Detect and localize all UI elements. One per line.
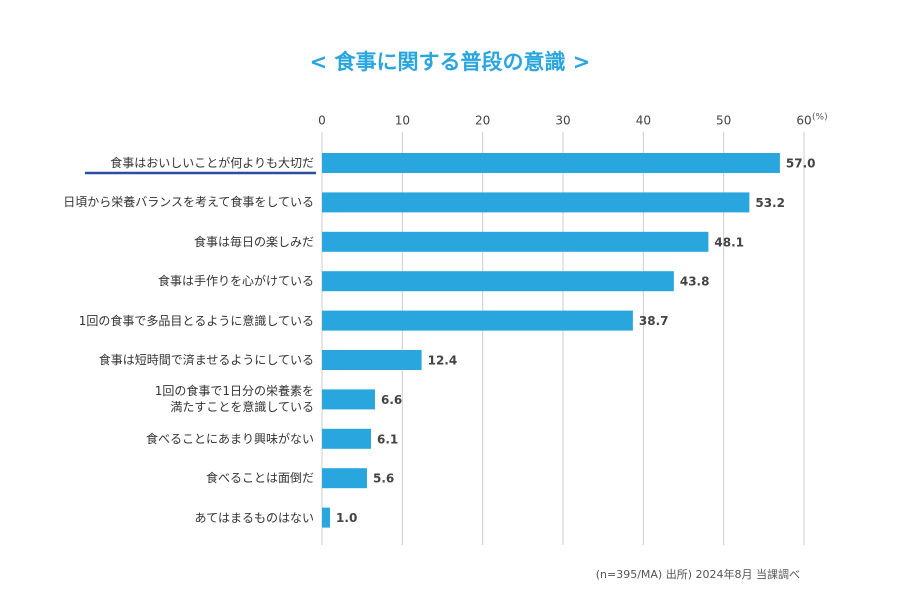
category-label: 食事は毎日の楽しみだ: [193, 234, 314, 249]
category-label: 食事は短時間で済ませるようにしている: [98, 353, 314, 367]
bar: [322, 310, 633, 331]
bar: [322, 350, 422, 370]
category-label: 食事は手作りを心がけている: [157, 274, 314, 289]
x-tick-label: 40: [636, 114, 651, 128]
x-tick-label: 10: [395, 114, 410, 128]
x-tick-label: 50: [716, 114, 731, 128]
value-label: 48.1: [714, 235, 744, 249]
x-tick-label: 60: [796, 114, 811, 128]
value-label: 5.6: [373, 472, 394, 486]
category-label: 食べることにあまり興味がない: [145, 431, 314, 446]
chart-title: < 食事に関する普段の意識 >: [310, 50, 591, 74]
category-label: 1回の食事で1日分の栄養素を 満たすことを意識している: [154, 384, 314, 415]
category-label: 食べることは面倒だ: [205, 471, 314, 486]
value-label: 6.6: [381, 393, 402, 407]
category-label: 食事はおいしいことが何よりも大切だ: [110, 156, 314, 170]
value-label: 53.2: [755, 196, 785, 210]
bar: [322, 507, 331, 528]
value-label: 43.8: [680, 275, 710, 289]
category-label: あてはまるものはない: [194, 510, 314, 525]
x-tick-label: 30: [555, 114, 570, 128]
value-label: 38.7: [639, 314, 669, 328]
category-label: 日頃から栄養バランスを考えて食事をしている: [63, 195, 314, 210]
category-label: 1回の食事で多品目とるように意識している: [78, 313, 314, 328]
bar: [322, 192, 750, 213]
bar: [322, 271, 674, 292]
bar: [322, 468, 367, 489]
bar: [322, 231, 709, 252]
unit-label: (%): [812, 113, 828, 123]
value-label: 6.1: [377, 432, 398, 446]
value-label: 12.4: [428, 354, 458, 368]
value-label: 57.0: [786, 157, 816, 171]
bar: [322, 153, 780, 173]
x-tick-label: 20: [475, 114, 490, 128]
value-label: 1.0: [336, 511, 357, 525]
x-tick-label: 0: [318, 114, 326, 128]
bar: [322, 428, 372, 449]
bar: [322, 389, 376, 410]
footnote: (n=395/MA) 出所) 2024年8月 当課調べ: [596, 567, 800, 581]
